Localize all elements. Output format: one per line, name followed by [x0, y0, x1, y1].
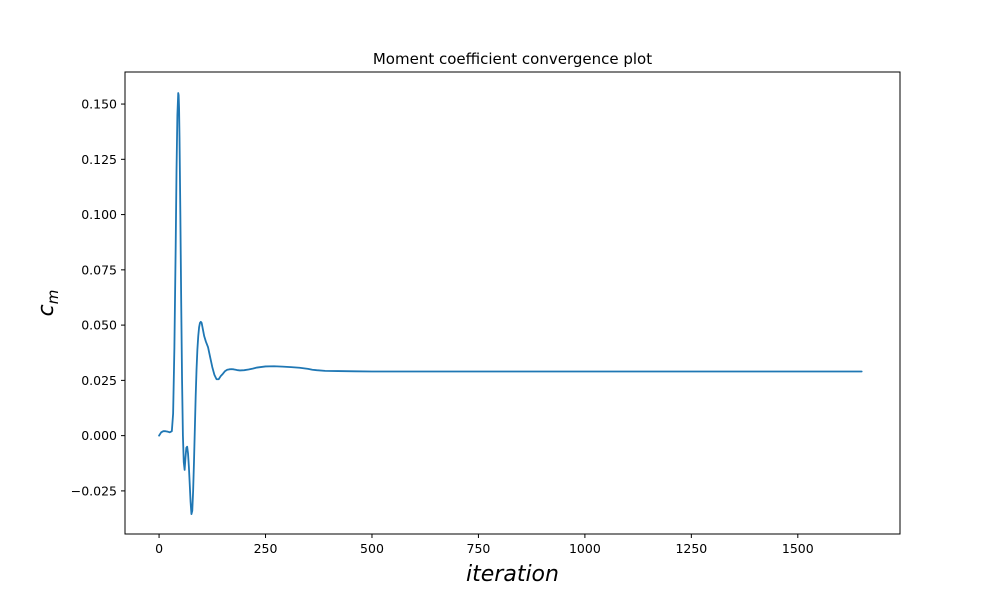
series-layer — [158, 92, 863, 516]
y-axis-label: cm — [34, 290, 62, 317]
chart-title: Moment coefficient convergence plot — [373, 50, 652, 68]
x-tick-label: 1500 — [782, 541, 814, 556]
y-axis-label-base: c — [34, 304, 59, 316]
x-tick-label: 250 — [254, 541, 278, 556]
y-tick-label: 0.000 — [81, 428, 117, 443]
plot-frame — [124, 71, 901, 535]
y-tick-label: 0.075 — [81, 262, 117, 277]
x-tick-label: 500 — [360, 541, 384, 556]
x-tick-label: 1000 — [569, 541, 601, 556]
y-axis: −0.025 0.000 0.025 0.050 0.075 0.100 0.125 0.15… — [71, 97, 125, 498]
y-axis-label-subscript: m — [44, 290, 62, 305]
series-line — [158, 92, 863, 516]
y-tick-label: 0.100 — [81, 207, 117, 222]
x-tick-label: 0 — [155, 541, 163, 556]
x-axis: 0 250 500 750 1000 1250 1500 — [155, 534, 814, 556]
y-tick-label: 0.125 — [81, 152, 117, 167]
y-tick-label: 0.025 — [81, 373, 117, 388]
y-tick-label: 0.150 — [81, 97, 117, 112]
y-tick-label: −0.025 — [71, 483, 117, 498]
x-tick-label: 1250 — [675, 541, 707, 556]
x-axis-label: iteration — [466, 562, 559, 587]
y-tick-label: 0.050 — [81, 318, 117, 333]
plot-area — [124, 71, 901, 535]
x-tick-label: 750 — [467, 541, 491, 556]
